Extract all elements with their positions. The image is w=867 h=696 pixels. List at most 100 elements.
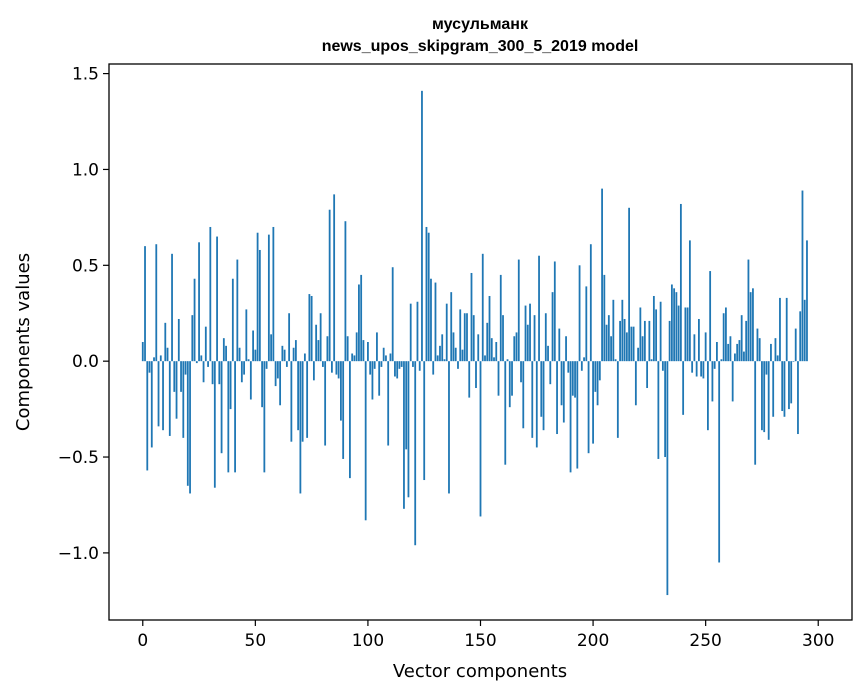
bar — [466, 313, 468, 362]
bar — [511, 361, 513, 396]
bar — [785, 297, 788, 362]
bar — [229, 361, 232, 410]
bar — [263, 361, 266, 473]
bar — [236, 259, 239, 362]
bar — [349, 361, 351, 479]
bar — [153, 357, 155, 362]
bar — [711, 361, 714, 402]
bar — [333, 194, 336, 362]
bar — [477, 334, 480, 362]
bar — [716, 342, 718, 362]
bar — [684, 307, 687, 362]
bar — [276, 361, 279, 379]
bar — [583, 357, 585, 362]
bar — [461, 349, 464, 362]
bar — [504, 361, 507, 465]
bar — [659, 301, 662, 362]
bar — [344, 221, 347, 362]
bar — [587, 361, 590, 454]
bar — [225, 345, 227, 362]
bar — [245, 309, 248, 362]
bar — [616, 361, 619, 438]
bar — [495, 342, 498, 362]
bar — [299, 361, 302, 494]
bar — [713, 361, 716, 369]
bar — [193, 278, 196, 362]
bar — [162, 361, 164, 431]
bar — [321, 361, 324, 367]
bar — [556, 361, 558, 435]
bar — [670, 284, 673, 362]
bar — [661, 361, 664, 371]
bar — [218, 361, 221, 385]
bar — [781, 361, 784, 412]
bar — [254, 349, 257, 362]
bar — [488, 295, 491, 362]
x-tick-label: 250 — [689, 631, 721, 651]
bar — [209, 226, 212, 362]
bar — [380, 361, 383, 367]
bar — [738, 340, 741, 362]
bar — [560, 361, 563, 406]
bar — [770, 343, 772, 362]
bar — [612, 299, 615, 362]
bar — [709, 271, 712, 362]
bar — [619, 320, 621, 362]
bar — [227, 361, 230, 473]
bar — [749, 292, 752, 362]
bar — [734, 353, 736, 362]
bar — [191, 315, 194, 362]
bar — [340, 361, 342, 421]
bar — [159, 355, 162, 362]
bar — [355, 332, 358, 362]
bar — [614, 359, 617, 362]
bar — [472, 315, 475, 362]
bar — [272, 226, 275, 362]
bar — [567, 361, 570, 373]
bar — [515, 332, 518, 362]
bar — [146, 361, 149, 471]
bar — [745, 320, 748, 362]
bar — [720, 359, 723, 362]
bar — [601, 188, 603, 362]
x-axis-ticks: 0 50 100 150 200 250 300 — [137, 620, 834, 651]
bar — [776, 355, 779, 362]
y-tick-label: 1.5 — [72, 65, 99, 85]
bar — [547, 345, 549, 362]
bar — [594, 361, 597, 392]
bar — [623, 318, 626, 362]
bar — [439, 345, 441, 362]
bar — [441, 334, 444, 362]
bar — [222, 338, 225, 362]
bar — [502, 315, 504, 362]
bar — [396, 361, 399, 379]
bar — [806, 240, 808, 362]
bar — [675, 292, 678, 362]
bar — [443, 359, 446, 362]
bar — [285, 361, 288, 367]
bar — [150, 361, 153, 448]
bar — [360, 274, 363, 362]
bar — [184, 361, 187, 375]
bar — [168, 361, 171, 436]
bar — [358, 284, 360, 362]
bar — [736, 343, 739, 362]
bar — [418, 361, 421, 371]
bar — [173, 361, 176, 392]
bar — [385, 355, 387, 362]
bar — [553, 261, 556, 362]
bar — [186, 361, 189, 486]
bar — [326, 336, 329, 362]
bar — [648, 320, 651, 362]
bar — [317, 340, 320, 362]
bar — [389, 353, 392, 362]
bar — [592, 361, 594, 444]
bar — [634, 361, 637, 406]
bar — [335, 361, 338, 375]
bar — [175, 361, 178, 419]
bar — [688, 240, 691, 362]
bar — [308, 294, 311, 362]
bar — [475, 361, 477, 389]
bar — [484, 355, 486, 362]
